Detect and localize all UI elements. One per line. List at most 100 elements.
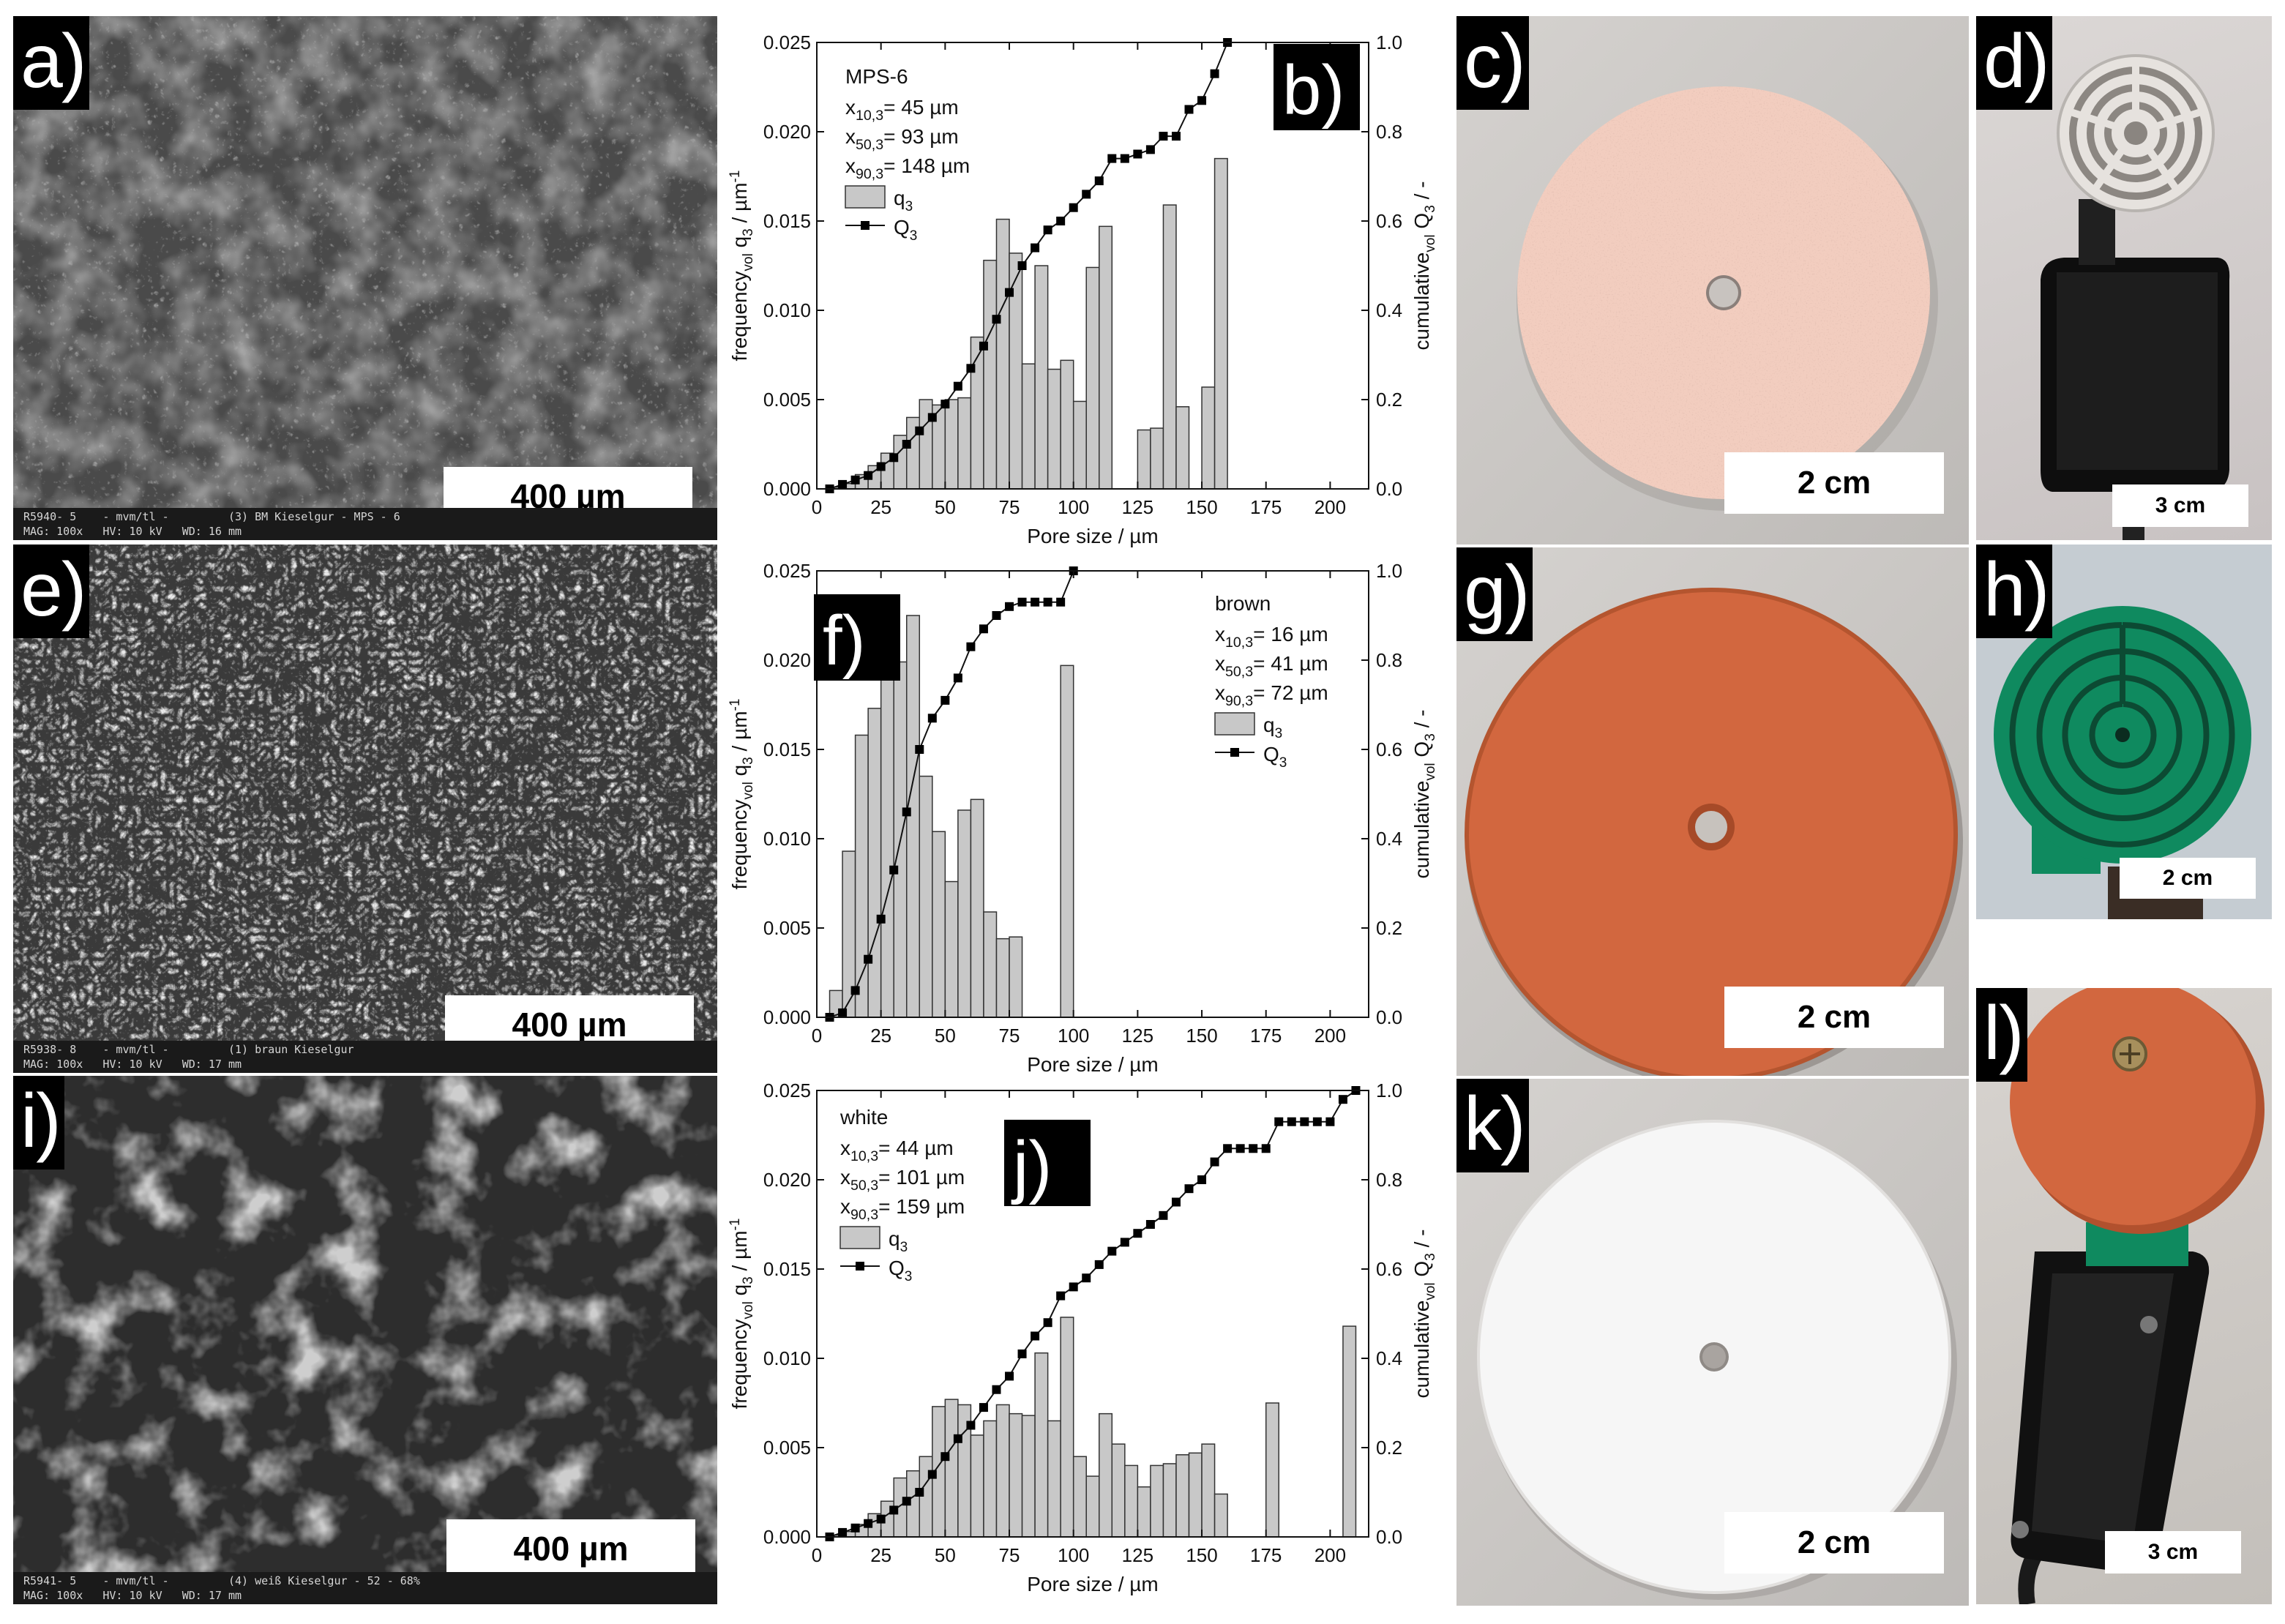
cumulative-point: [1159, 132, 1168, 141]
cumulative-point: [1005, 602, 1014, 611]
cumulative-point: [1056, 597, 1066, 607]
histogram-bar: [1137, 1486, 1151, 1538]
cumulative-point: [864, 471, 873, 480]
photo-l-sensor-assembled: l) 3 cm: [1976, 988, 2272, 1604]
cumulative-point: [940, 695, 950, 705]
panel-label-h: h): [1976, 545, 2053, 638]
sem-image-e: e) 400 µm R5938- 8 - mvm/tl - (1) braun …: [13, 545, 717, 1073]
sem-micrograph-e: [13, 545, 717, 1073]
chart-j-pore-size-white: 0 25 50 75 100 125 150 175 200 0.000 0.005 0.010 0.0…: [728, 1079, 1438, 1595]
y-tick-label: 0.005: [763, 917, 811, 939]
legend-line-marker: [856, 1262, 864, 1271]
y2-tick-label: 0.8: [1376, 121, 1402, 143]
legend-bar-label: q3: [1263, 714, 1282, 741]
cumulative-point: [979, 341, 988, 351]
x-axis-label: Pore size / µm: [1027, 525, 1159, 547]
cumulative-point: [1069, 1282, 1078, 1292]
scale-bar-g: 2 cm: [1724, 987, 1944, 1048]
panel-label-box: [1274, 44, 1360, 130]
histogram-bar: [1188, 1452, 1203, 1538]
sem-info-footer-i: R5941- 5 - mvm/tl - (4) weiß Kieselgur -…: [13, 1572, 717, 1604]
x-tick-label: 50: [935, 1025, 956, 1047]
y-tick-label: 0.020: [763, 1169, 811, 1191]
x-tick-label: 100: [1058, 496, 1089, 518]
histogram-bar: [1060, 359, 1074, 490]
legend-bar-swatch: [1214, 712, 1255, 736]
histogram-bar: [957, 397, 972, 490]
cumulative-point: [1171, 1197, 1181, 1207]
x-tick-label: 0: [812, 1025, 822, 1047]
cumulative-point: [927, 1470, 937, 1479]
assembled-sensor-graphic: [2010, 988, 2265, 1604]
y2-tick-label: 1.0: [1376, 31, 1402, 53]
histogram-bar: [1034, 265, 1049, 490]
cumulative-point: [1017, 597, 1027, 607]
y-tick-label: 0.020: [763, 121, 811, 143]
panel-label-c: c): [1456, 16, 1529, 110]
sem-info-line-1: R5940- 5 - mvm/tl - (3) BM Kieselgur - M…: [23, 510, 400, 523]
histogram-bar: [1021, 363, 1036, 490]
y2-axis-label: cumulativevol Q3 / -: [1410, 182, 1438, 351]
y2-tick-label: 0.6: [1376, 1258, 1402, 1280]
cumulative-point: [1145, 145, 1155, 154]
sem-info-line-1: R5941- 5 - mvm/tl - (4) weiß Kieselgur -…: [23, 1574, 420, 1587]
y2-tick-label: 0.8: [1376, 1169, 1402, 1191]
x-tick-label: 125: [1122, 1544, 1153, 1566]
histogram-bar: [970, 1434, 984, 1538]
plot-frame: [816, 42, 1369, 490]
sem-image-i: i) 400 µm R5941- 5 - mvm/tl - (4) weiß K…: [13, 1076, 717, 1604]
histogram-bar: [1099, 225, 1113, 490]
sem-micrograph-a: [13, 16, 717, 540]
photo-k-white-disk: k) 2 cm: [1456, 1079, 1969, 1606]
cumulative-point: [1197, 1175, 1207, 1184]
disk-white-graphic: [1477, 1120, 1957, 1600]
x-tick-label: 200: [1314, 496, 1346, 518]
cumulative-point: [876, 462, 886, 471]
histogram-bar: [1072, 1456, 1087, 1538]
cumulative-point: [838, 1008, 848, 1017]
cumulative-point: [992, 611, 1001, 620]
panel-label: f): [823, 602, 866, 680]
cumulative-point: [1043, 597, 1052, 607]
cumulative-point: [1145, 1220, 1155, 1229]
histogram-bar: [1085, 1475, 1100, 1538]
cumulative-point: [966, 642, 976, 651]
histogram-bar: [944, 880, 959, 1018]
histogram-bar: [1009, 936, 1023, 1018]
cumulative-point: [1338, 1095, 1347, 1104]
x-tick-label: 200: [1314, 1544, 1346, 1566]
cumulative-point: [927, 413, 937, 422]
cumulative-point: [1325, 1117, 1335, 1126]
histogram-bar: [1213, 1493, 1228, 1538]
histogram-bar: [983, 1420, 998, 1538]
photo-g-orange-disk: g) 2 cm: [1456, 547, 1969, 1076]
histogram-bar: [932, 831, 946, 1018]
y2-tick-label: 0.6: [1376, 210, 1402, 232]
photo-d-sensor: d) 3 cm: [1976, 16, 2272, 540]
y2-tick-label: 0.0: [1376, 1526, 1402, 1548]
histogram-bar: [944, 399, 959, 490]
panel-label-d: d): [1976, 16, 2053, 110]
histogram-bar: [957, 809, 972, 1018]
cumulative-point: [940, 1452, 950, 1462]
histogram-bar: [919, 399, 933, 490]
sem-info-footer-e: R5938- 8 - mvm/tl - (1) braun Kieselgur …: [13, 1041, 717, 1073]
y-tick-label: 0.025: [763, 31, 811, 53]
legend-line-marker: [861, 221, 870, 230]
legend-stat: x50,3= 101 µm: [840, 1166, 965, 1194]
y-tick-label: 0.025: [763, 1079, 811, 1101]
plot-frame: [816, 570, 1369, 1018]
y2-axis-label: cumulativevol Q3 / -: [1410, 1230, 1438, 1399]
scale-bar-l: 3 cm: [2105, 1531, 2241, 1574]
y-tick-label: 0.005: [763, 1437, 811, 1459]
y-tick-label: 0.000: [763, 1526, 811, 1548]
x-tick-label: 175: [1250, 1025, 1282, 1047]
sem-info-line-1: R5938- 8 - mvm/tl - (1) braun Kieselgur: [23, 1043, 354, 1056]
scale-bar-h: 2 cm: [2120, 858, 2256, 899]
panel-label-k: k): [1456, 1079, 1529, 1172]
x-tick-label: 150: [1186, 1544, 1217, 1566]
panel-label-box: [814, 594, 900, 681]
legend-bar-swatch: [845, 185, 886, 209]
y2-tick-label: 0.2: [1376, 1437, 1402, 1459]
histogram-bar: [983, 259, 998, 490]
